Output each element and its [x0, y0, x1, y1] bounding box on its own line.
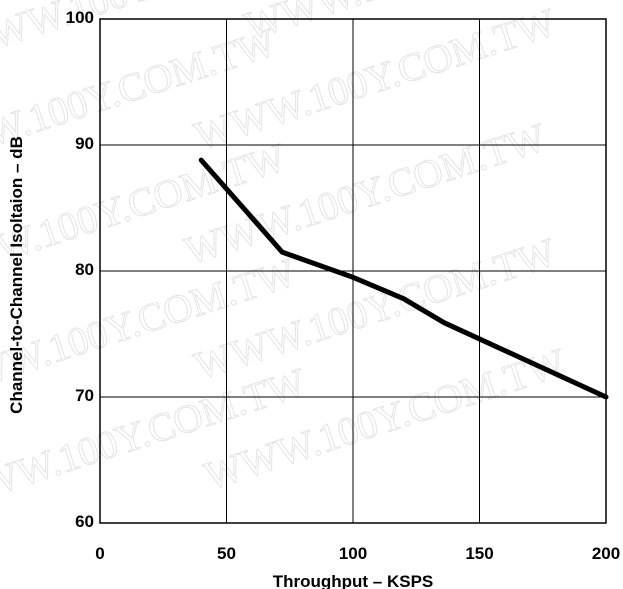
plot-frame [99, 18, 607, 524]
x-axis-label: Throughput – KSPS [273, 572, 434, 589]
x-tick-label: 100 [339, 544, 367, 563]
y-tick-labels: 60 70 80 90 100 [66, 8, 94, 531]
y-tick-label: 80 [75, 260, 94, 279]
y-tick-label: 100 [66, 8, 94, 27]
y-tick-label: 60 [75, 512, 94, 531]
x-tick-label: 200 [592, 544, 620, 563]
x-tick-label: 150 [465, 544, 493, 563]
y-axis-label: Channel-to-Channel Isoltaion – dB [7, 136, 26, 414]
x-tick-labels: 0 50 100 150 200 [95, 544, 620, 563]
y-tick-label: 90 [75, 134, 94, 153]
x-tick-label: 50 [217, 544, 236, 563]
x-tick-label: 0 [95, 544, 104, 563]
series-line [198, 157, 609, 400]
y-tick-label: 70 [75, 386, 94, 405]
